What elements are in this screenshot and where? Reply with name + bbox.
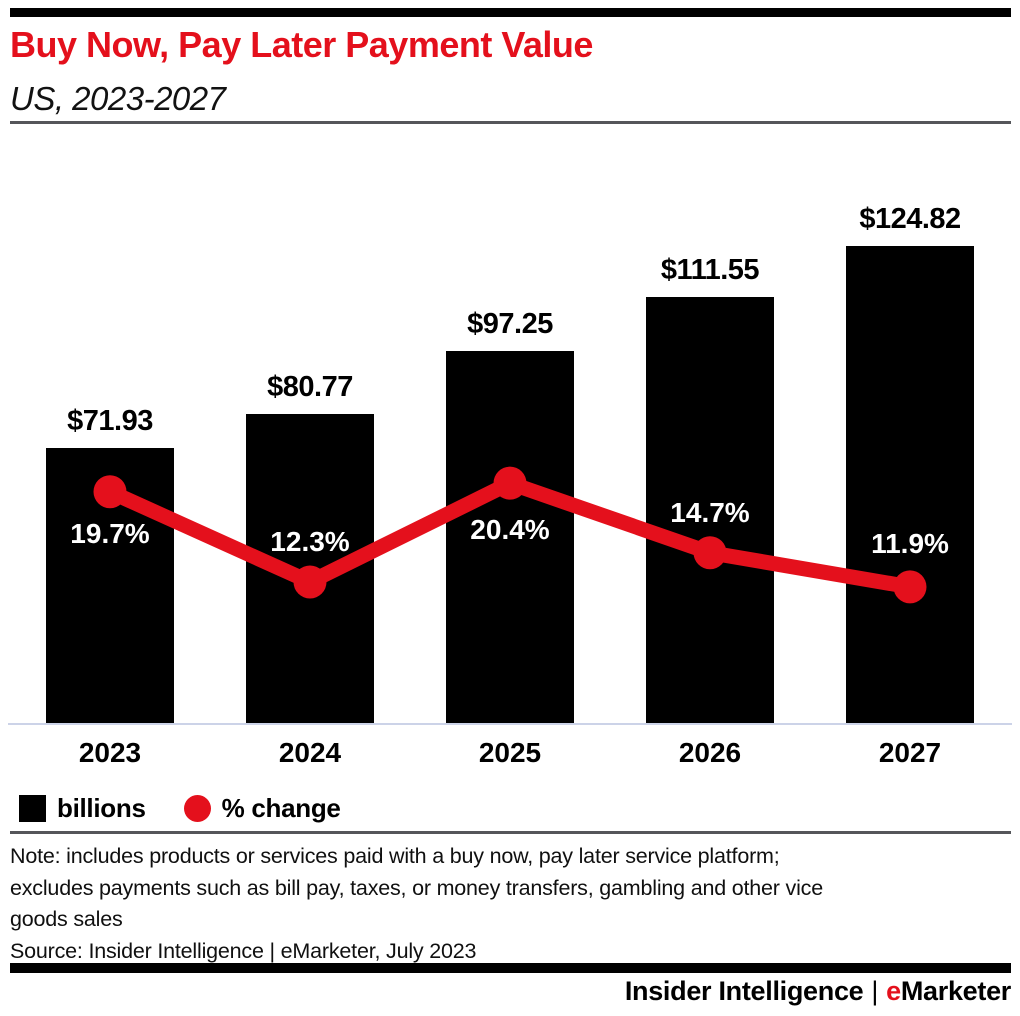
bar-2027 xyxy=(846,245,974,723)
brand-emarketer-rest: Marketer xyxy=(900,976,1011,1006)
chart-legend: billions % change xyxy=(19,792,341,824)
footer-divider xyxy=(10,831,1011,834)
pct-change-label-2024: 12.3% xyxy=(270,526,350,557)
note-line: Note: includes products or services paid… xyxy=(10,844,780,868)
x-axis-label-2027: 2027 xyxy=(878,737,942,768)
x-axis-label-2023: 2023 xyxy=(78,737,142,768)
pct-change-label-2023: 19.7% xyxy=(70,517,150,549)
bar-value-label-2025: $97.25 xyxy=(467,308,553,341)
legend-label-pct-change: % change xyxy=(221,792,341,823)
header-divider xyxy=(10,121,1011,124)
legend-item-pct-change: % change xyxy=(183,792,341,824)
x-axis-label-2026: 2026 xyxy=(678,737,742,768)
bar-2024 xyxy=(246,414,374,723)
legend-label-billions: billions xyxy=(57,792,146,823)
x-axis-line xyxy=(8,723,1012,725)
bar-value-label-2027: $124.82 xyxy=(859,202,961,235)
footer-accent-bar xyxy=(10,963,1011,973)
chart-note: Note: includes products or services paid… xyxy=(10,841,1011,936)
brand-separator: | xyxy=(871,976,879,1006)
bar-2023 xyxy=(46,448,174,723)
x-axis-label-2024: 2024 xyxy=(278,737,342,768)
note-line: excludes payments such as bill pay, taxe… xyxy=(10,875,823,900)
brand-emarketer-e: e xyxy=(886,976,901,1006)
chart-title: Buy Now, Pay Later Payment Value xyxy=(10,24,593,65)
brand-line: Insider Intelligence | eMarketer xyxy=(10,976,1011,1007)
chart-subtitle: US, 2023-2027 xyxy=(10,80,226,117)
x-axis-label-2025: 2025 xyxy=(478,737,542,768)
pct-change-label-2027: 11.9% xyxy=(871,527,949,559)
pct-change-label-2026: 14.7% xyxy=(670,496,750,528)
bar-value-label-2026: $111.55 xyxy=(660,253,760,286)
note-line: goods sales xyxy=(10,907,123,931)
brand-insider-intelligence: Insider Intelligence xyxy=(624,976,864,1006)
bar-value-label-2023: $71.93 xyxy=(67,405,153,437)
pct-change-label-2025: 20.4% xyxy=(470,514,550,546)
legend-item-billions: billions xyxy=(19,793,146,824)
bar-value-label-2024: $80.77 xyxy=(267,371,353,404)
pct-change-swatch-icon xyxy=(183,794,211,822)
header-accent-bar xyxy=(10,8,1011,17)
billions-swatch-icon xyxy=(19,794,46,822)
chart-source: Source: Insider Intelligence | eMarketer… xyxy=(10,939,477,963)
